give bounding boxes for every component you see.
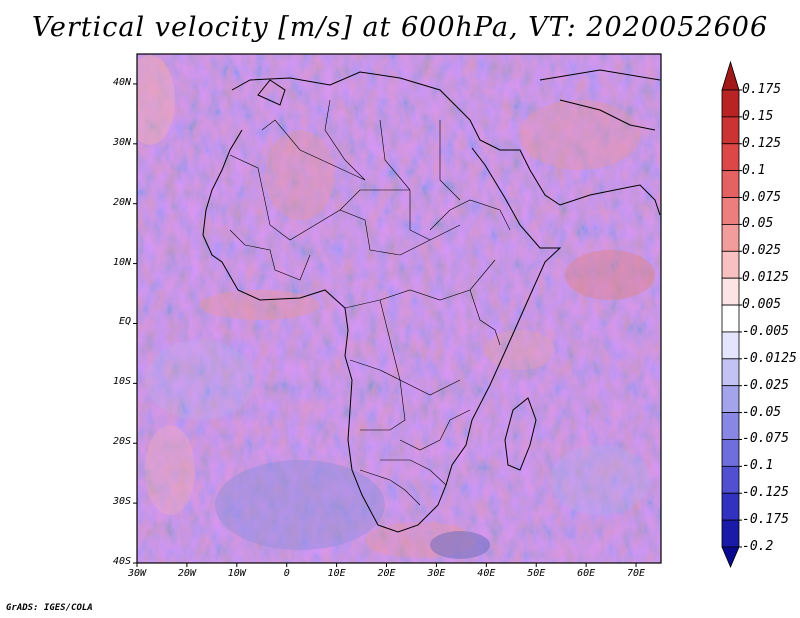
colorbar-segment (721, 89, 740, 118)
map-title: Vertical velocity [m/s] at 600hPa, VT: 2… (31, 12, 769, 43)
lat-label: 20S (112, 436, 131, 448)
lat-label: 20N (112, 196, 131, 208)
lat-label: 10S (112, 376, 131, 388)
colorbar-segment (721, 116, 740, 145)
country-borders (229, 99, 511, 506)
colorbar-label: -0.005 (742, 323, 789, 339)
colorbar-label: -0.025 (742, 377, 789, 393)
colorbar-segment (721, 143, 740, 172)
lon-label: 40E (477, 568, 496, 579)
colorbar-segment (721, 492, 740, 521)
colorbar-segment (721, 331, 740, 360)
colorbar-segment (721, 277, 740, 306)
lat-label: 10N (112, 256, 131, 268)
colorbar-segment (721, 439, 740, 467)
colorbar-label: -0.175 (742, 512, 789, 528)
colorbar-segment (721, 358, 740, 387)
lon-label: 50E (527, 568, 546, 579)
lat-label: EQ (118, 316, 131, 328)
lat-label: 40N (112, 76, 131, 88)
colorbar-label: 0.0125 (742, 270, 789, 286)
colorbar-label: 0.025 (742, 243, 782, 259)
colorbar-segment (721, 519, 740, 548)
coastlines (202, 69, 661, 533)
credit-text: GrADS: IGES/COLA (6, 603, 93, 613)
colorbar-segment (721, 197, 740, 225)
colorbar-label: -0.125 (742, 485, 789, 501)
colorbar-label: 0.1 (742, 162, 766, 178)
colorbar-segment (721, 412, 740, 440)
colorbar (721, 60, 742, 569)
colorbar-label: -0.075 (742, 431, 789, 447)
colorbar-segment (721, 170, 740, 198)
colorbar-label: 0.005 (742, 297, 782, 313)
lat-label: 30S (112, 496, 131, 508)
colorbar-segment (721, 224, 740, 252)
colorbar-segment (721, 385, 740, 413)
axis-ticks (133, 83, 637, 567)
colorbar-label: 0.125 (742, 135, 782, 151)
colorbar-bottom-arrow (721, 546, 740, 569)
lon-label: 60E (577, 568, 596, 579)
map-frame (136, 53, 662, 564)
lon-label: 20E (377, 568, 396, 579)
colorbar-label: 0.05 (742, 216, 774, 232)
lon-label: 10W (227, 568, 246, 579)
colorbar-label: 0.15 (742, 108, 774, 124)
colorbar-segment (721, 465, 740, 494)
lat-label: 40S (112, 556, 131, 567)
colorbar-segment (721, 250, 740, 279)
lon-label: 10E (327, 568, 346, 579)
velocity-field (137, 54, 661, 563)
colorbar-segment (721, 304, 740, 333)
lon-label: 70E (627, 568, 646, 579)
colorbar-label: -0.2 (742, 539, 774, 554)
lon-label: 0 (283, 568, 290, 579)
lat-label: 30N (112, 136, 131, 148)
colorbar-label: -0.0125 (742, 350, 797, 366)
colorbar-label: -0.1 (742, 458, 774, 474)
colorbar-label: -0.05 (742, 404, 782, 420)
colorbar-label: 0.075 (742, 189, 782, 205)
colorbar-top-arrow (721, 60, 740, 91)
lon-label: 20W (177, 568, 196, 579)
lon-label: 30E (427, 568, 446, 579)
lon-label: 30W (127, 568, 147, 579)
colorbar-label: 0.175 (742, 82, 782, 97)
